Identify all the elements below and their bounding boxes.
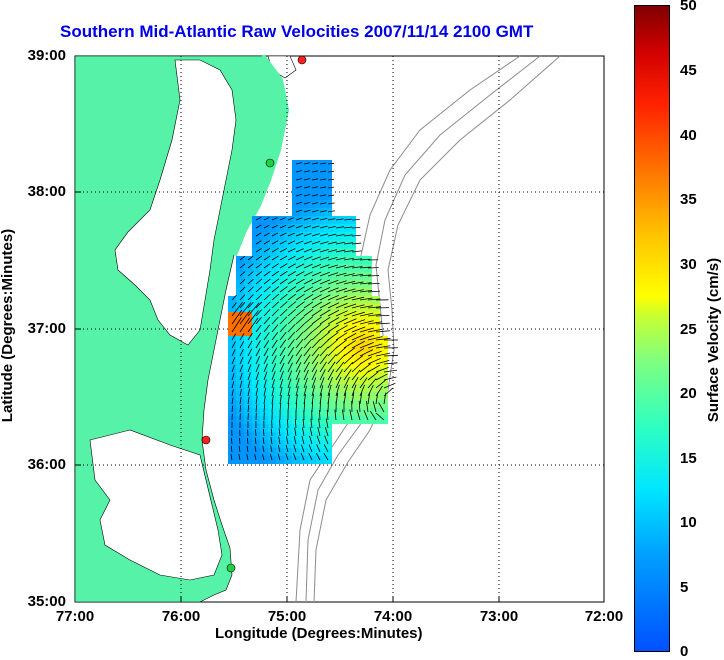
colorbar-tick: 0 <box>680 643 688 660</box>
colorbar-tick: 25 <box>680 321 697 338</box>
colorbar-tick: 15 <box>680 450 697 467</box>
x-tick-label: 74:00 <box>363 608 423 625</box>
y-axis-label: Latitude (Degrees:Minutes) <box>0 218 16 433</box>
velocity-arrow <box>319 410 320 420</box>
velocity-arrow <box>320 402 321 412</box>
colorbar-tick: 30 <box>680 256 697 273</box>
colorbar-tick: 50 <box>680 0 697 14</box>
station-marker <box>202 436 210 444</box>
velocity-arrow <box>231 438 232 444</box>
velocity-arrow <box>352 219 360 220</box>
y-tick-label: 39:00 <box>6 47 66 64</box>
y-tick-label: 38:00 <box>6 183 66 200</box>
x-tick-label: 76:00 <box>151 608 211 625</box>
colorbar-tick: 20 <box>680 385 697 402</box>
station-marker <box>227 564 235 572</box>
colorbar-tick: 40 <box>680 127 697 144</box>
x-tick-label: 77:00 <box>45 608 105 625</box>
colorbar-tick: 10 <box>680 514 697 531</box>
station-marker <box>266 159 274 167</box>
colorbar <box>634 5 670 652</box>
x-tick-label: 72:00 <box>574 608 634 625</box>
colorbar-tick: 35 <box>680 191 697 208</box>
x-tick-label: 75:00 <box>257 608 317 625</box>
colorbar-label: Surface Velocity (cm/s) <box>705 258 722 422</box>
x-tick-label: 73:00 <box>469 608 529 625</box>
velocity-arrow <box>287 420 288 428</box>
colorbar-tick: 45 <box>680 62 697 79</box>
x-axis-label: Longitude (Degrees:Minutes) <box>215 625 423 642</box>
y-tick-label: 36:00 <box>6 456 66 473</box>
station-marker <box>298 56 306 64</box>
colorbar-tick: 5 <box>680 579 688 596</box>
